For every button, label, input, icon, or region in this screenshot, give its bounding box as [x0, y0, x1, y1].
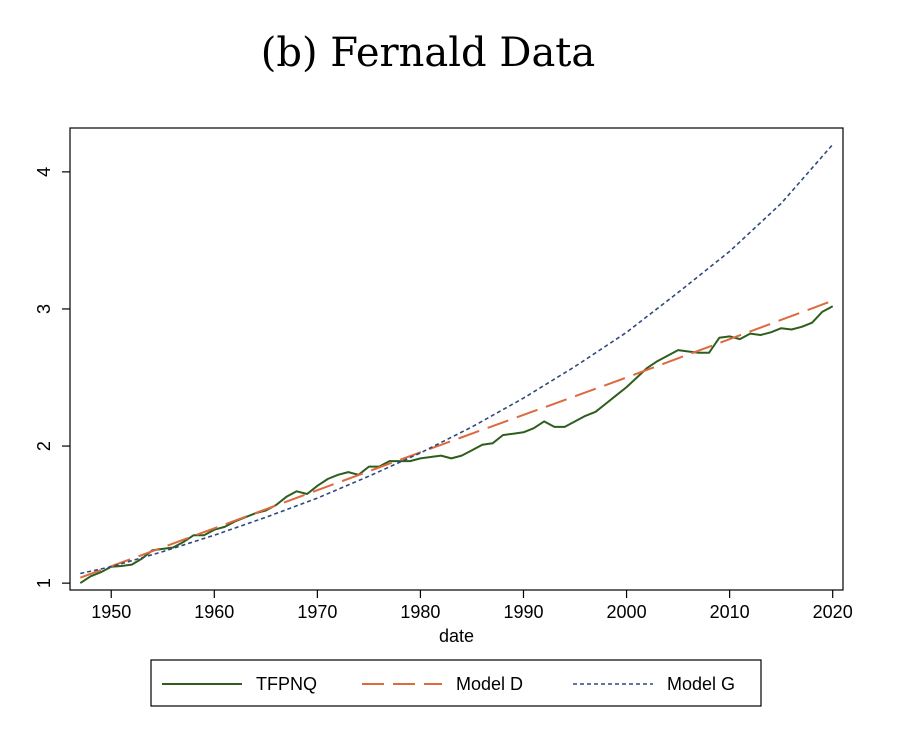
y-tick-label: 3 [34, 304, 54, 314]
y-axis: 1 2 3 4 [34, 167, 70, 588]
series-layer [79, 143, 834, 584]
series-line-model-d [79, 299, 834, 579]
x-tick-label: 2020 [813, 602, 853, 622]
x-tick-label: 2010 [710, 602, 750, 622]
series-line-tfpnq [79, 305, 834, 584]
x-axis-title: date [439, 626, 474, 646]
x-tick-label: 1970 [297, 602, 337, 622]
x-tick-label: 1980 [400, 602, 440, 622]
legend-label-tfpnq: TFPNQ [256, 674, 317, 694]
plot-area-frame [69, 127, 844, 591]
legend-label-model-g: Model G [667, 674, 735, 694]
x-tick-label: 1960 [194, 602, 234, 622]
legend-box [150, 659, 762, 707]
y-tick-label: 2 [34, 441, 54, 451]
x-axis: 1950 1960 1970 1980 1990 2000 2010 2020 [91, 590, 853, 622]
y-tick-label: 1 [34, 578, 54, 588]
series-line-model-g [80, 143, 834, 575]
y-tick-label: 4 [34, 167, 54, 177]
x-tick-label: 2000 [607, 602, 647, 622]
x-tick-label: 1950 [91, 602, 131, 622]
chart-title: (b) Fernald Data [260, 30, 596, 76]
legend: TFPNQ Model D Model G [150, 659, 762, 707]
x-tick-label: 1990 [503, 602, 543, 622]
legend-label-model-d: Model D [456, 674, 523, 694]
